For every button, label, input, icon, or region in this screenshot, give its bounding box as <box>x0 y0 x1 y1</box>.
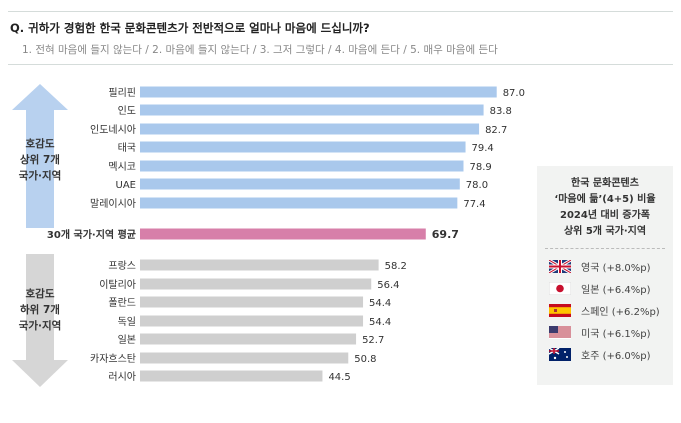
bottom-group-label: 호감도 하위 7개 국가·지역 <box>18 288 62 332</box>
bar <box>140 333 357 345</box>
category-label: UAE <box>116 180 136 191</box>
list-item: 미국 (+6.1%p) <box>537 321 673 343</box>
data-label: 52.7 <box>362 335 384 346</box>
data-label: 50.8 <box>354 354 376 365</box>
divider <box>545 248 665 249</box>
category-label: 폴란드 <box>108 297 136 309</box>
category-label: 멕시코 <box>108 161 136 173</box>
bar <box>140 296 364 308</box>
bar <box>140 104 484 116</box>
list-item: 영국 (+8.0%p) <box>537 255 673 277</box>
arrow-down-icon <box>12 254 68 387</box>
australia-flag-icon <box>549 347 571 361</box>
data-label: 54.4 <box>369 298 391 309</box>
arrow-up-icon <box>12 84 68 228</box>
bar <box>140 352 349 364</box>
scale-text: 1. 전혀 마음에 들지 않는다 / 2. 마음에 들지 않는다 / 3. 그저… <box>22 44 498 56</box>
bar <box>140 315 364 327</box>
bar <box>140 86 497 98</box>
bar <box>140 197 458 209</box>
bar <box>140 228 426 240</box>
uk-flag-icon <box>549 259 571 273</box>
category-label: 필리핀 <box>108 87 136 99</box>
data-label: 78.0 <box>466 180 488 191</box>
data-label: 56.4 <box>377 280 399 291</box>
bar <box>140 123 480 135</box>
category-label: 프랑스 <box>108 260 136 272</box>
data-label: 82.7 <box>485 125 507 136</box>
data-label: 69.7 <box>432 228 459 241</box>
data-label: 78.9 <box>469 162 491 173</box>
category-label: 인도 <box>118 105 136 117</box>
category-label: 일본 <box>118 334 136 346</box>
bar <box>140 259 379 271</box>
us-flag-icon <box>549 325 571 339</box>
bar <box>140 370 323 382</box>
list-item: 호주 (+6.0%p) <box>537 343 673 365</box>
category-label: 말레이시아 <box>90 198 136 210</box>
category-label: 카자흐스탄 <box>90 353 136 365</box>
category-label: 인도네시아 <box>90 124 136 136</box>
question-text: Q. 귀하가 경험한 한국 문화콘텐츠가 전반적으로 얼마나 마음에 드십니까? <box>10 21 370 35</box>
data-label: 83.8 <box>490 106 512 117</box>
data-label: 77.4 <box>463 199 485 210</box>
category-label: 태국 <box>118 142 136 154</box>
category-label: 이탈리아 <box>99 278 136 291</box>
list-item: 일본 (+6.4%p) <box>537 277 673 299</box>
category-label: 30개 국가·지역 평균 <box>47 228 136 241</box>
divider <box>8 64 673 65</box>
data-label: 54.4 <box>369 317 391 328</box>
bar <box>140 278 372 290</box>
spain-flag-icon <box>549 303 571 317</box>
side-panel: 한국 문화콘텐츠 ‘마음에 듦’(4+5) 비율 2024년 대비 증가폭 상위 5개… <box>537 166 673 385</box>
japan-flag-icon <box>549 281 571 295</box>
data-label: 79.4 <box>472 143 494 154</box>
bar <box>140 160 464 172</box>
divider <box>8 11 673 12</box>
category-label: 독일 <box>118 316 136 328</box>
data-label: 87.0 <box>503 88 525 99</box>
data-label: 58.2 <box>385 261 407 272</box>
data-label: 44.5 <box>328 372 350 383</box>
list-item: 스페인 (+6.2%p) <box>537 299 673 321</box>
bar <box>140 178 460 190</box>
category-label: 러시아 <box>108 371 136 383</box>
top-group-label: 호감도 상위 7개 국가·지역 <box>18 138 62 182</box>
bar <box>140 141 466 153</box>
side-panel-title: 한국 문화콘텐츠 ‘마음에 듦’(4+5) 비율 2024년 대비 증가폭 상위 5개… <box>554 178 656 237</box>
